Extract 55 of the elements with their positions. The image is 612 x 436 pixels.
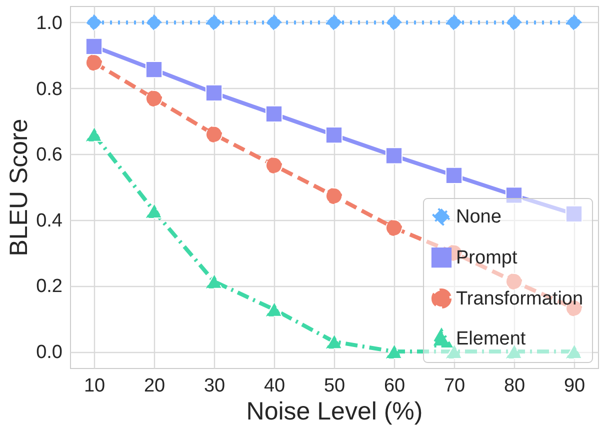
point [145,14,163,32]
y-tick-label: 0.2 [36,276,62,298]
point [145,60,163,78]
point [265,156,283,174]
legend-label: Element [456,328,526,350]
legend-label: Transformation [456,288,584,310]
x-tick-label: 10 [84,376,106,396]
point [505,344,523,360]
point [205,126,223,143]
point [85,54,103,72]
x-tick-label: 60 [384,376,406,396]
point [325,14,343,32]
point [85,38,103,56]
y-axis-title: BLEU Score [5,118,34,256]
point [505,186,523,204]
x-tick-label: 20 [144,376,166,396]
legend-label: Prompt [456,248,518,268]
point [145,204,163,219]
point [85,126,103,142]
point [445,166,463,184]
y-tick-label: 0.4 [36,210,63,232]
point [565,205,583,223]
x-tick-label: 70 [444,376,466,396]
point [325,187,343,204]
point [325,126,343,144]
point [505,14,523,32]
point [205,14,223,32]
point [265,14,283,32]
y-tick-label: 0.8 [36,78,62,100]
point [565,14,583,32]
point [265,105,283,123]
point [445,14,463,32]
y-tick-label: 0.0 [36,342,62,364]
x-tick-label: 90 [564,376,586,396]
x-tick-label: 80 [504,376,526,396]
point [505,272,523,290]
point [445,344,463,360]
legend-label: None [456,206,502,228]
point [385,14,403,32]
point [385,344,403,360]
point [205,84,223,102]
point [85,14,103,32]
point [565,344,583,360]
x-tick-label: 50 [324,376,346,396]
point [265,302,283,317]
x-tick-label: 30 [204,376,226,396]
x-tick-label: 40 [264,376,286,396]
point [145,90,163,108]
point [205,274,223,289]
x-axis-title: Noise Level (%) [246,398,423,426]
point [325,334,343,350]
y-tick-label: 1.0 [36,12,62,34]
point [385,219,403,236]
point [385,147,403,164]
y-tick-label: 0.6 [36,144,62,166]
